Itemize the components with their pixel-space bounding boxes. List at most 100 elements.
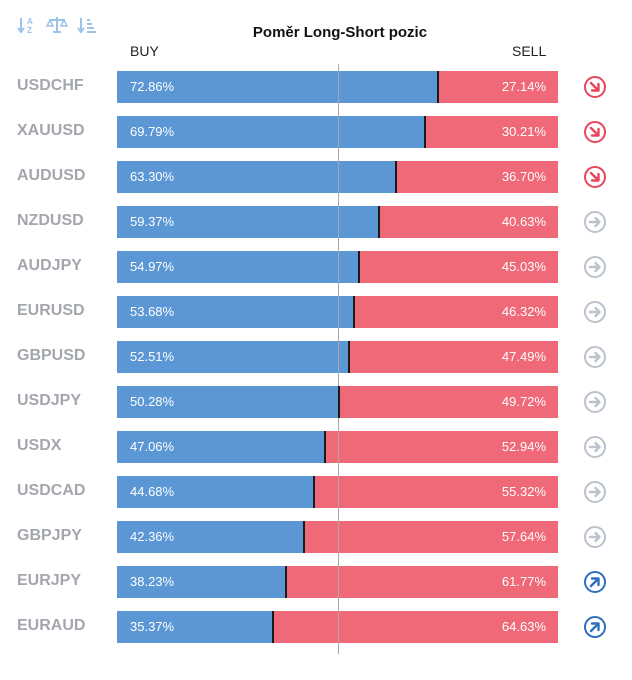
buy-value-label: 63.30%: [130, 169, 175, 184]
buy-value-label: 44.68%: [130, 484, 175, 499]
symbol-label: GBPUSD: [17, 347, 86, 364]
signal-neutral-icon[interactable]: [583, 300, 607, 324]
ratio-bar: 47.06% 52.94%: [117, 431, 558, 463]
chart-row: EURJPY 38.23% 61.77%: [0, 566, 632, 598]
sell-value-label: 27.14%: [501, 79, 546, 94]
sell-value-label: 64.63%: [501, 619, 546, 634]
sell-value-label: 52.94%: [501, 439, 546, 454]
symbol-label: XAUUSD: [17, 122, 85, 139]
signal-neutral-icon[interactable]: [583, 390, 607, 414]
chart-title: Poměr Long-Short pozic: [252, 24, 428, 41]
symbol-label: EURAUD: [17, 617, 86, 634]
ratio-bar: 72.86% 27.14%: [117, 71, 558, 103]
sort-az-icon[interactable]: A Z: [14, 12, 40, 38]
ratio-divider: [303, 521, 305, 553]
buy-value-label: 59.37%: [130, 214, 175, 229]
symbol-label: AUDUSD: [17, 167, 86, 184]
ratio-divider: [324, 431, 326, 463]
ratio-bar: 63.30% 36.70%: [117, 161, 558, 193]
buy-value-label: 47.06%: [130, 439, 175, 454]
ratio-bar: 35.37% 64.63%: [117, 611, 558, 643]
sell-bar: [354, 296, 558, 328]
buy-bar: [117, 431, 325, 463]
sell-value-label: 30.21%: [501, 124, 546, 139]
sell-value-label: 36.70%: [501, 169, 546, 184]
toolbar: A Z: [14, 12, 100, 38]
ratio-divider: [424, 116, 426, 148]
sell-value-label: 47.49%: [501, 349, 546, 364]
buy-value-label: 38.23%: [130, 574, 175, 589]
svg-text:A: A: [27, 17, 33, 26]
chart-row: AUDUSD 63.30% 36.70%: [0, 161, 632, 193]
ratio-bar: 44.68% 55.32%: [117, 476, 558, 508]
buy-bar: [117, 206, 379, 238]
signal-neutral-icon[interactable]: [583, 345, 607, 369]
sell-bar: [339, 386, 558, 418]
buy-bar: [117, 161, 396, 193]
signal-neutral-icon[interactable]: [583, 525, 607, 549]
sell-value-label: 55.32%: [501, 484, 546, 499]
signal-down-icon[interactable]: [583, 120, 607, 144]
sell-bar: [396, 161, 558, 193]
signal-neutral-icon[interactable]: [583, 255, 607, 279]
center-line: [338, 64, 339, 654]
buy-bar: [117, 341, 349, 373]
symbol-label: USDJPY: [17, 392, 82, 409]
signal-down-icon[interactable]: [583, 75, 607, 99]
symbol-label: USDCAD: [17, 482, 86, 499]
sort-list-icon[interactable]: [74, 12, 100, 38]
ratio-divider: [437, 71, 439, 103]
buy-bar: [117, 386, 339, 418]
signal-up-icon[interactable]: [583, 615, 607, 639]
chart-row: USDJPY 50.28% 49.72%: [0, 386, 632, 418]
balance-scale-icon[interactable]: [44, 12, 70, 38]
chart-row: USDX 47.06% 52.94%: [0, 431, 632, 463]
ratio-bar: 50.28% 49.72%: [117, 386, 558, 418]
chart-row: NZDUSD 59.37% 40.63%: [0, 206, 632, 238]
buy-bar: [117, 521, 304, 553]
buy-bar: [117, 566, 286, 598]
sell-bar: [325, 431, 558, 463]
chart-row: XAUUSD 69.79% 30.21%: [0, 116, 632, 148]
sell-value-label: 57.64%: [501, 529, 546, 544]
ratio-bar: 69.79% 30.21%: [117, 116, 558, 148]
sell-bar: [349, 341, 558, 373]
buy-value-label: 53.68%: [130, 304, 175, 319]
ratio-bar: 59.37% 40.63%: [117, 206, 558, 238]
buy-value-label: 54.97%: [130, 259, 175, 274]
ratio-divider: [378, 206, 380, 238]
chart-row: EURUSD 53.68% 46.32%: [0, 296, 632, 328]
chart-row: USDCHF 72.86% 27.14%: [0, 71, 632, 103]
buy-value-label: 52.51%: [130, 349, 175, 364]
symbol-label: USDCHF: [17, 77, 84, 94]
signal-neutral-icon[interactable]: [583, 435, 607, 459]
signal-down-icon[interactable]: [583, 165, 607, 189]
signal-neutral-icon[interactable]: [583, 480, 607, 504]
symbol-label: AUDJPY: [17, 257, 82, 274]
symbol-label: EURJPY: [17, 572, 82, 589]
ratio-divider: [272, 611, 274, 643]
ratio-bar: 52.51% 47.49%: [117, 341, 558, 373]
ratio-divider: [338, 386, 340, 418]
ratio-divider: [348, 341, 350, 373]
ratio-divider: [358, 251, 360, 283]
chart-row: GBPJPY 42.36% 57.64%: [0, 521, 632, 553]
buy-value-label: 69.79%: [130, 124, 175, 139]
sell-value-label: 49.72%: [501, 394, 546, 409]
buy-bar: [117, 476, 314, 508]
sell-bar: [379, 206, 558, 238]
buy-column-label: BUY: [130, 43, 159, 59]
signal-up-icon[interactable]: [583, 570, 607, 594]
buy-bar: [117, 71, 438, 103]
buy-value-label: 42.36%: [130, 529, 175, 544]
chart-row: GBPUSD 52.51% 47.49%: [0, 341, 632, 373]
sell-bar: [314, 476, 558, 508]
symbol-label: EURUSD: [17, 302, 85, 319]
buy-bar: [117, 116, 425, 148]
sell-value-label: 40.63%: [501, 214, 546, 229]
symbol-label: USDX: [17, 437, 62, 454]
ratio-divider: [395, 161, 397, 193]
chart-row: EURAUD 35.37% 64.63%: [0, 611, 632, 643]
signal-neutral-icon[interactable]: [583, 210, 607, 234]
sell-value-label: 45.03%: [501, 259, 546, 274]
